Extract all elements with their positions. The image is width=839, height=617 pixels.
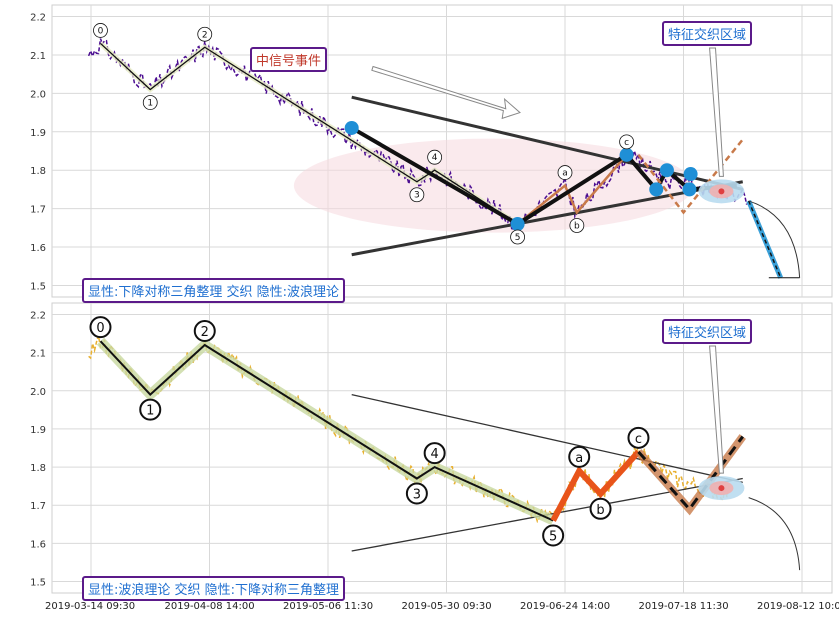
wave-label-marker bbox=[568, 445, 591, 468]
wave-label-marker bbox=[89, 316, 112, 339]
caption-bottom: 显性:波浪理论 交织 隐性:下降对称三角整理 bbox=[82, 576, 346, 601]
abc-wave-line bbox=[516, 154, 628, 225]
wave-label-marker bbox=[409, 187, 425, 203]
x-tick-label: 2019-04-08 14:00 bbox=[165, 601, 255, 612]
y-tick-label: 1.9 bbox=[30, 425, 46, 436]
y-tick-label: 1.5 bbox=[30, 281, 46, 292]
wave-label: 2 bbox=[202, 30, 208, 40]
wave-label-marker bbox=[427, 149, 443, 165]
wave-label: b bbox=[574, 221, 580, 231]
price-series bbox=[87, 38, 748, 232]
signal-event-label: 中信号事件 bbox=[250, 47, 328, 72]
wave-line bbox=[100, 42, 518, 225]
wave-label-marker bbox=[139, 398, 162, 421]
signal-point bbox=[659, 163, 674, 178]
signal-point bbox=[619, 147, 634, 162]
x-tick-label: 2019-05-06 11:30 bbox=[283, 601, 373, 612]
wave-label: 4 bbox=[431, 447, 439, 462]
wave-label-marker bbox=[627, 426, 650, 449]
triangle-upper-line bbox=[351, 95, 744, 191]
wave-label: c bbox=[635, 432, 642, 447]
wave-label: 0 bbox=[98, 26, 104, 36]
wave-label: 5 bbox=[549, 530, 557, 545]
feature-zone-dot bbox=[718, 188, 725, 195]
projection-line bbox=[637, 435, 744, 512]
y-tick-label: 1.6 bbox=[30, 243, 46, 254]
y-tick-label: 2.2 bbox=[30, 13, 46, 24]
y-tick-label: 2.2 bbox=[30, 310, 46, 321]
wave-label: 1 bbox=[147, 99, 153, 109]
signal-point bbox=[649, 182, 664, 197]
feature-zone-label-top: 特征交织区域 bbox=[662, 21, 753, 46]
y-tick-label: 1.8 bbox=[30, 166, 46, 177]
wave-label: 4 bbox=[432, 153, 438, 163]
outcome-arrow bbox=[748, 497, 801, 571]
triangle-upper-line bbox=[351, 393, 743, 483]
wave-label: 5 bbox=[515, 233, 521, 243]
y-tick-label: 1.6 bbox=[30, 539, 46, 550]
wave-label-marker bbox=[93, 23, 108, 38]
x-tick-label: 2019-06-24 14:00 bbox=[520, 601, 610, 612]
x-tick-label: 2019-05-30 09:30 bbox=[402, 601, 492, 612]
wave-label: 3 bbox=[413, 488, 421, 503]
wave-label: 1 bbox=[146, 404, 154, 419]
wave-line bbox=[99, 340, 554, 522]
feature-zone-pointer bbox=[709, 47, 724, 177]
x-tick-label: 2019-08-12 10:00 bbox=[757, 601, 839, 612]
x-tick-label: 2019-03-14 09:30 bbox=[45, 601, 135, 612]
wave-label-marker bbox=[142, 95, 158, 110]
y-tick-label: 1.9 bbox=[30, 128, 46, 139]
forecast-band bbox=[746, 199, 783, 279]
wave-label-marker bbox=[405, 482, 428, 505]
triangle-lower-line bbox=[351, 180, 744, 257]
y-tick-label: 1.7 bbox=[30, 501, 46, 512]
signal-point bbox=[683, 167, 698, 182]
signal-point bbox=[682, 182, 697, 197]
signal-point bbox=[510, 217, 525, 231]
outcome-arrow bbox=[748, 200, 801, 278]
y-tick-label: 2.1 bbox=[30, 51, 46, 62]
wave-label-marker bbox=[569, 218, 585, 233]
wave-label: a bbox=[562, 169, 568, 179]
y-tick-label: 2.0 bbox=[30, 387, 46, 398]
wave-label-marker bbox=[197, 26, 213, 42]
wave-label: b bbox=[596, 503, 604, 518]
wave-label-marker bbox=[510, 229, 525, 245]
wave-label: c bbox=[624, 138, 629, 148]
signal-zigzag-line bbox=[516, 152, 737, 226]
y-tick-label: 1.8 bbox=[30, 463, 46, 474]
signal-arrow bbox=[371, 65, 521, 120]
y-tick-label: 2.0 bbox=[30, 89, 46, 100]
wave-label-marker bbox=[423, 442, 446, 465]
wave-label-marker bbox=[619, 134, 635, 150]
wave-label: a bbox=[575, 451, 583, 466]
signal-point bbox=[344, 120, 359, 135]
y-tick-label: 2.1 bbox=[30, 349, 46, 360]
y-tick-label: 1.5 bbox=[30, 578, 46, 589]
feature-zone-label-bottom: 特征交织区域 bbox=[662, 319, 753, 344]
feature-zone-pointer bbox=[709, 345, 724, 474]
signal-zigzag-line bbox=[350, 126, 519, 226]
wave-label: 0 bbox=[96, 321, 104, 336]
wave-label-marker bbox=[193, 319, 216, 342]
wave-label-marker bbox=[557, 165, 573, 180]
wave-label: 3 bbox=[414, 191, 420, 201]
y-tick-label: 1.7 bbox=[30, 205, 46, 216]
feature-zone-dot bbox=[718, 485, 725, 492]
x-tick-label: 2019-07-18 11:30 bbox=[639, 601, 729, 612]
wave-label-marker bbox=[589, 497, 612, 520]
caption-top: 显性:下降对称三角整理 交织 隐性:波浪理论 bbox=[82, 278, 346, 303]
abc-wave-line bbox=[550, 449, 641, 522]
wave-label-marker bbox=[542, 524, 565, 547]
wave-label: 2 bbox=[201, 325, 209, 340]
